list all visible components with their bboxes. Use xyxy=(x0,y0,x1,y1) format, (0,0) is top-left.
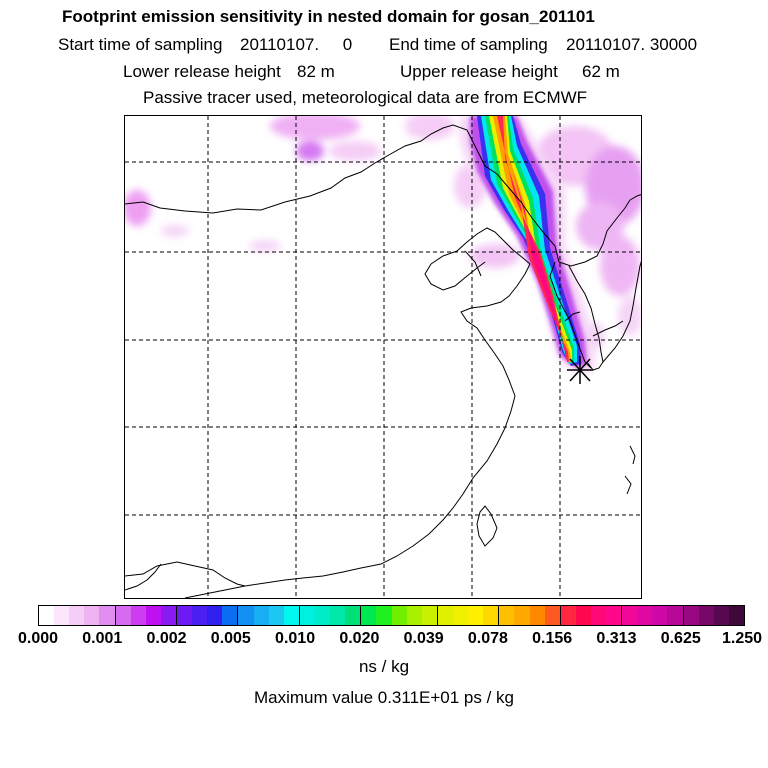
end-time-value: 20110107. 30000 xyxy=(566,35,698,54)
colorbar-cell xyxy=(637,606,653,625)
colorbar-cell xyxy=(421,606,437,625)
maximum-value-text: Maximum value 0.311E+01 ps / kg xyxy=(253,688,514,707)
colorbar-cell xyxy=(207,606,223,625)
colorbar-cell xyxy=(99,606,115,625)
plot-title: Footprint emission sensitivity in nested… xyxy=(62,7,595,26)
colorbar-cell xyxy=(69,606,85,625)
colorbar-cell xyxy=(728,606,745,625)
colorbar-cell xyxy=(652,606,668,625)
colorbar-cell xyxy=(54,606,70,625)
colorbar-cell xyxy=(483,606,499,625)
star-marker xyxy=(567,356,593,384)
colorbar-cell xyxy=(498,606,515,625)
colorbar-cell xyxy=(682,606,699,625)
colorbar-cell xyxy=(452,606,469,625)
coastlines xyxy=(125,124,641,598)
colorbar-cell xyxy=(330,606,346,625)
colorbar-cell xyxy=(544,606,560,625)
map-canvas xyxy=(125,116,641,598)
colorbar-cell xyxy=(436,606,453,625)
colorbar-cell xyxy=(298,606,315,625)
colorbar-cell xyxy=(175,606,193,625)
colorbar-cell xyxy=(283,606,299,625)
colorbar-tick-label: 1.250 xyxy=(721,630,763,647)
colorbar-cell xyxy=(391,606,407,625)
colorbar-tick-label: 0.000 xyxy=(17,630,59,647)
footprint-plume xyxy=(460,116,595,374)
colorbar-tick-label: 0.313 xyxy=(596,630,637,647)
colorbar-tick-label: 0.039 xyxy=(403,630,444,647)
upper-height-value: 62 m xyxy=(582,62,620,81)
colorbar-tick-label: 0.078 xyxy=(467,630,508,647)
lower-height-value: 82 m xyxy=(297,62,335,81)
colorbar-cell xyxy=(529,606,545,625)
colorbar-cell xyxy=(114,606,131,625)
sensitivity-patches xyxy=(125,116,641,350)
upper-height-label: Upper release height xyxy=(400,62,558,81)
colorbar-cell xyxy=(559,606,576,625)
colorbar-cell xyxy=(575,606,591,625)
end-time-label: End time of sampling xyxy=(389,35,548,54)
colorbar-cell xyxy=(345,606,361,625)
colorbar-cell xyxy=(406,606,422,625)
colorbar-tick-label: 0.020 xyxy=(339,630,380,647)
start-time-value: 20110107. 0 xyxy=(240,35,353,54)
colorbar-cell xyxy=(376,606,392,625)
colorbar-tick-label: 0.002 xyxy=(146,630,187,647)
colorbar-units: ns / kg xyxy=(358,657,410,676)
colorbar xyxy=(38,605,745,626)
colorbar-cell xyxy=(84,606,100,625)
colorbar-cell xyxy=(222,606,238,625)
colorbar-cell xyxy=(713,606,729,625)
start-time-label: Start time of sampling xyxy=(58,35,223,54)
colorbar-cell xyxy=(590,606,607,625)
colorbar-cell xyxy=(360,606,377,625)
map-panel xyxy=(124,115,642,599)
colorbar-tick-label: 0.001 xyxy=(82,630,123,647)
colorbar-cell xyxy=(621,606,638,625)
colorbar-tick-label: 0.625 xyxy=(660,630,701,647)
lower-height-label: Lower release height xyxy=(123,62,281,81)
colorbar-cell xyxy=(145,606,161,625)
colorbar-cell xyxy=(192,606,208,625)
colorbar-cell xyxy=(130,606,146,625)
gridlines xyxy=(125,116,641,598)
colorbar-cell xyxy=(268,606,284,625)
colorbar-cell xyxy=(468,606,484,625)
colorbar-cell xyxy=(606,606,622,625)
colorbar-tick-label: 0.156 xyxy=(532,630,573,647)
colorbar-cell xyxy=(514,606,530,625)
colorbar-tick-label: 0.005 xyxy=(210,630,251,647)
colorbar-cell xyxy=(160,606,176,625)
colorbar-cell xyxy=(237,606,254,625)
colorbar-cell xyxy=(667,606,683,625)
model-info-text: Passive tracer used, meteorological data… xyxy=(143,88,588,107)
colorbar-cell xyxy=(253,606,269,625)
colorbar-cell xyxy=(314,606,331,625)
colorbar-cell xyxy=(698,606,714,625)
colorbar-cell xyxy=(39,606,55,625)
colorbar-tick-label: 0.010 xyxy=(275,630,316,647)
